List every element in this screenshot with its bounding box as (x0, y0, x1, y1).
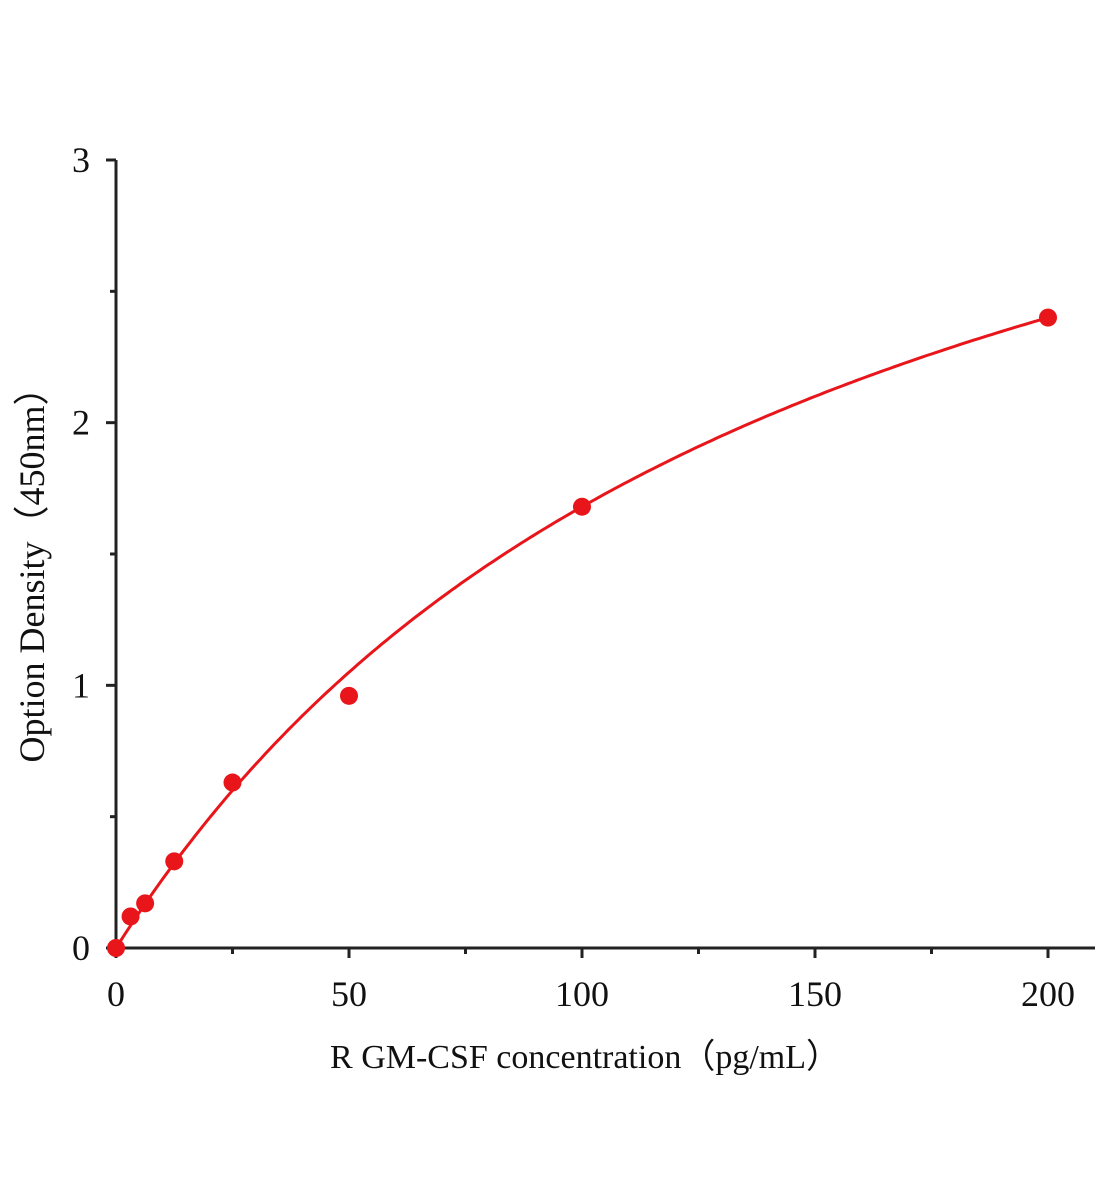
data-point (121, 907, 140, 926)
data-point (340, 686, 358, 705)
data-point (223, 773, 242, 792)
x-tick-label: 0 (107, 974, 125, 1014)
y-tick-label: 3 (72, 140, 90, 180)
data-point (107, 939, 125, 957)
x-tick-label: 200 (1021, 974, 1075, 1014)
y-axis-label: Option Density（450nm） (12, 370, 52, 763)
data-point (1039, 308, 1057, 327)
data-points (107, 308, 1057, 957)
x-tick-label: 150 (788, 974, 842, 1014)
x-axis-label: R GM-CSF concentration（pg/mL） (330, 1038, 840, 1076)
x-tick-label: 50 (331, 974, 367, 1014)
data-point (573, 497, 591, 516)
y-tick-label: 1 (72, 665, 90, 705)
x-tick-label: 100 (555, 974, 609, 1014)
fit-curve (114, 316, 1049, 949)
y-tick-label: 0 (72, 928, 90, 968)
axes: 0 50 100 150 200 0 1 2 3 (72, 140, 1095, 1014)
data-point (136, 894, 155, 913)
data-point (165, 852, 184, 871)
y-tick-label: 2 (72, 403, 90, 443)
